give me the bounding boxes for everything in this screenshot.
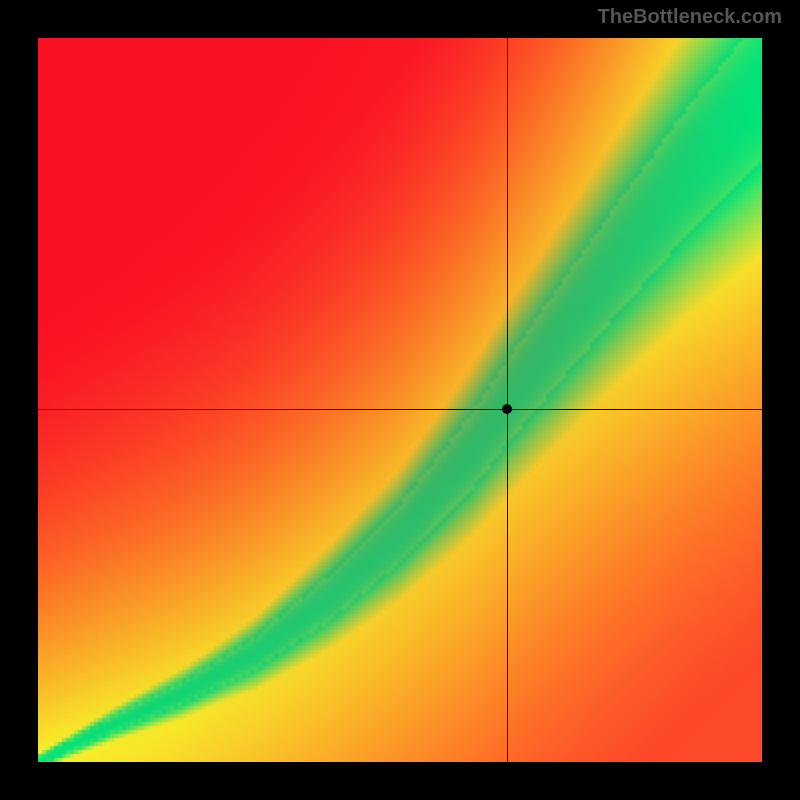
crosshair-vertical: [507, 38, 508, 762]
plot-area: [38, 38, 762, 762]
heatmap-canvas: [38, 38, 762, 762]
crosshair-horizontal: [38, 409, 762, 410]
intersection-marker: [502, 404, 512, 414]
watermark-text: TheBottleneck.com: [598, 6, 782, 29]
